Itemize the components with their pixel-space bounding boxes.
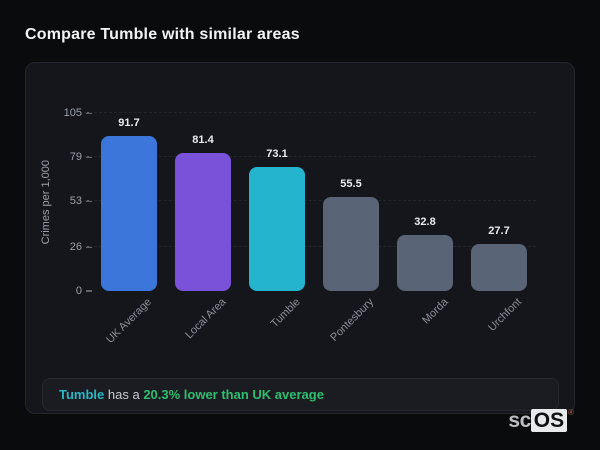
- bar-category-label: Morda: [419, 296, 451, 327]
- note-box: Tumble has a 20.3% lower than UK average: [42, 378, 559, 411]
- tick-mark: [86, 290, 92, 292]
- bar-urchfont[interactable]: [471, 244, 527, 291]
- bar-category-label: Tumble: [268, 296, 303, 331]
- note-subject: Tumble: [59, 387, 105, 402]
- bar-value-label: 55.5: [340, 177, 362, 190]
- bar-slot: 91.7 UK Average: [92, 113, 166, 346]
- gridline: [84, 112, 536, 113]
- gridline: [84, 156, 536, 158]
- bar-category-label: Pontesbury: [328, 296, 377, 344]
- y-axis: 0 26 53 79 105: [26, 107, 92, 297]
- y-tick-label: 53: [70, 194, 92, 208]
- gridline: [84, 245, 536, 247]
- bar-value-label: 73.1: [266, 148, 288, 161]
- note-highlight: 20.3% lower than UK average: [143, 387, 324, 402]
- note-middle: has a: [104, 387, 144, 402]
- bar-slot: 81.4 Local Area: [166, 113, 240, 341]
- logo-suffix: OS: [530, 409, 568, 432]
- bar-slot: 55.5 Pontesbury: [314, 113, 388, 344]
- bar-value-label: 81.4: [192, 134, 214, 147]
- bar-category-label: UK Average: [104, 296, 155, 346]
- bar-category-label: Local Area: [183, 296, 229, 342]
- bar-slot: 32.8 Morda: [388, 113, 462, 327]
- tick-mark: [86, 112, 92, 114]
- page-title: Compare Tumble with similar areas: [25, 26, 300, 43]
- tick-mark: [86, 156, 92, 159]
- bar-value-label: 27.7: [488, 225, 510, 238]
- gridline: [84, 200, 536, 202]
- bar-value-label: 91.7: [118, 116, 140, 129]
- y-tick-label: 79: [70, 150, 92, 164]
- bar-local-area[interactable]: [175, 153, 231, 291]
- bar-category-label: Urchfont: [486, 296, 525, 334]
- tick-mark: [86, 200, 92, 203]
- bar-pontesbury[interactable]: [323, 196, 379, 291]
- chart-card: Crimes per 1,000 0 26 53 79 105 91.7 UK Avera…: [25, 62, 575, 414]
- bar-slot: 73.1 Tumble: [240, 113, 314, 330]
- logo-prefix: sc: [508, 409, 531, 432]
- plot-area: 91.7 UK Average 81.4 Local Area 73.1 Tumble 55…: [84, 112, 536, 346]
- bar-uk-average[interactable]: [101, 135, 157, 291]
- y-tick-label: 0: [76, 284, 92, 298]
- bar-value-label: 32.8: [414, 216, 436, 229]
- y-tick-label: 105: [64, 106, 92, 120]
- bar-slot: 27.7 Urchfont: [462, 113, 536, 334]
- tick-mark: [86, 245, 92, 248]
- y-tick-label: 26: [70, 240, 92, 254]
- bar-morda[interactable]: [397, 235, 453, 291]
- registered-mark-icon: ®: [568, 408, 574, 417]
- bar-tumble[interactable]: [249, 167, 305, 291]
- brand-logo: sc OS ®: [508, 409, 574, 432]
